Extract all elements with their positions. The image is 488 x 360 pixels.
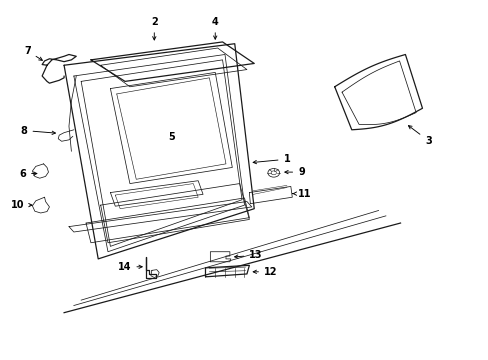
Text: 8: 8	[20, 126, 55, 135]
Text: 12: 12	[253, 267, 277, 277]
Text: 9: 9	[285, 167, 304, 177]
Text: 13: 13	[234, 250, 263, 260]
Text: 2: 2	[151, 17, 157, 40]
Text: 10: 10	[11, 200, 32, 210]
Polygon shape	[32, 164, 48, 178]
Text: 3: 3	[407, 126, 431, 145]
Text: 5: 5	[168, 132, 174, 142]
Text: 7: 7	[24, 46, 42, 60]
Polygon shape	[32, 197, 49, 213]
Text: 6: 6	[19, 168, 37, 179]
Text: 4: 4	[211, 17, 218, 39]
Text: 14: 14	[118, 262, 142, 272]
Polygon shape	[146, 257, 156, 278]
Text: 1: 1	[253, 154, 290, 164]
Text: 11: 11	[292, 189, 311, 199]
